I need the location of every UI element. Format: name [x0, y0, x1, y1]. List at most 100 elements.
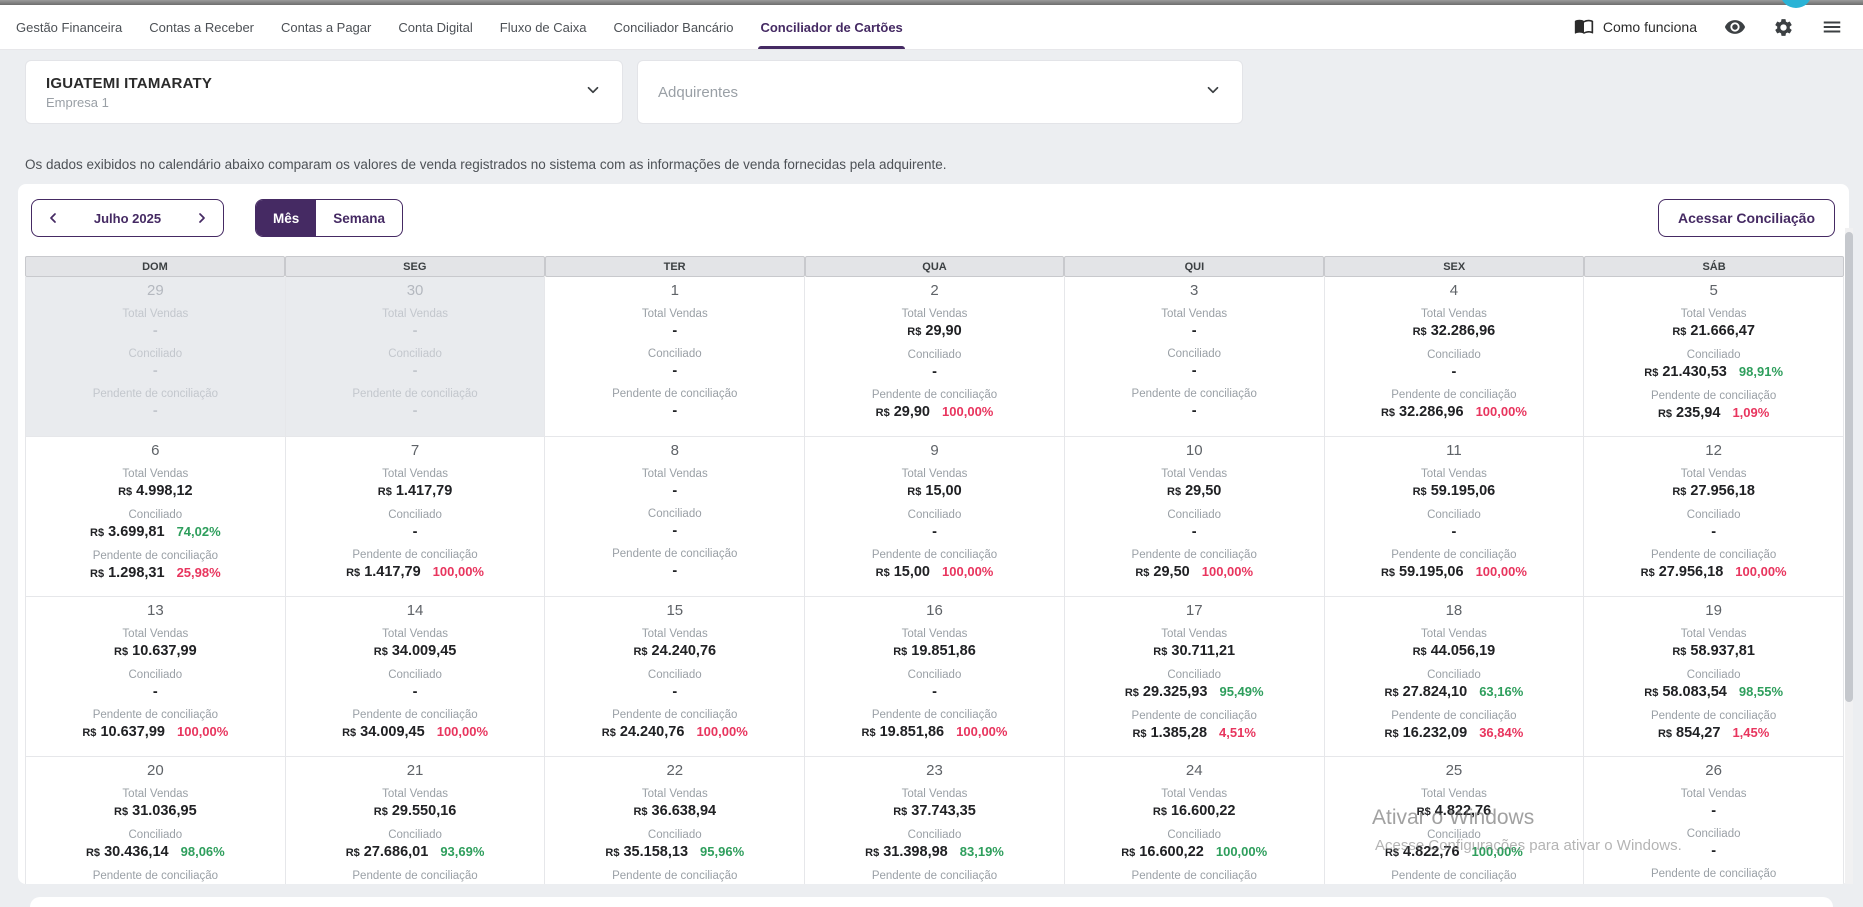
calendar-day-cell[interactable]: 10 Total Vendas R$ 29,50 Conciliado - Pendent… [1064, 437, 1325, 597]
reconciled-value: R$ 21.430,53 98,91% [1644, 364, 1783, 380]
access-reconciliation-button[interactable]: Acessar Conciliação [1658, 199, 1835, 237]
pending-label: Pendente de conciliação [1650, 868, 1777, 880]
reconciled-value: R$ 58.083,54 98,55% [1644, 684, 1783, 700]
month-navigator: Julho 2025 [31, 199, 224, 237]
total-sales-value: R$ 27.956,18 [1672, 483, 1755, 499]
calendar-day-cell[interactable]: 6 Total Vendas R$ 4.998,12 Conciliado R$ 3.6… [26, 437, 286, 597]
total-sales-label: Total Vendas [641, 468, 708, 480]
view-week-button[interactable]: Semana [333, 210, 386, 226]
calendar-day-cell[interactable]: 19 Total Vendas R$ 58.937,81 Conciliado R$ 5… [1584, 597, 1844, 757]
calendar-day-cell[interactable]: 24 Total Vendas R$ 16.600,22 Conciliado R$ 1… [1064, 757, 1325, 884]
calendar-day-cell[interactable]: 5 Total Vendas R$ 21.666,47 Conciliado R$ 21… [1584, 277, 1844, 437]
nav-tab[interactable]: Fluxo de Caixa [499, 19, 587, 35]
calendar-day-cell[interactable]: 4 Total Vendas R$ 32.286,96 Conciliado - Pend… [1324, 277, 1585, 437]
total-sales-value: R$ 29,50 [1167, 483, 1222, 499]
como-funciona-button[interactable]: Como funciona [1574, 16, 1697, 39]
scrollbar-thumb[interactable] [1845, 232, 1853, 702]
eye-icon[interactable] [1724, 16, 1746, 38]
reconciled-label: Conciliado [647, 669, 702, 681]
reconciled-value: R$ 35.158,13 95,96% [605, 844, 745, 860]
total-sales-label: Total Vendas [382, 468, 448, 480]
calendar-day-cell[interactable]: 22 Total Vendas R$ 36.638,94 Conciliado R$ 3… [545, 757, 806, 884]
total-sales-value: R$ 29,90 [907, 323, 962, 339]
reconciled-value: R$ 27.686,01 93,69% [345, 844, 485, 860]
calendar-day-cell[interactable]: 16 Total Vendas R$ 19.851,86 Conciliado - Pen… [805, 597, 1065, 757]
pending-value: R$ 10.637,99 100,00% [82, 724, 229, 740]
total-sales-value: R$ 37.743,35 [893, 803, 976, 819]
nav-tab[interactable]: Conciliador Bancário [613, 19, 734, 35]
pending-label: Pendente de conciliação [612, 548, 738, 560]
window-chrome-strip [0, 0, 1863, 8]
nav-tab[interactable]: Gestão Financeira [16, 19, 123, 35]
calendar-day-cell[interactable]: 11 Total Vendas R$ 59.195,06 Conciliado - Pen… [1324, 437, 1585, 597]
reconciled-value: R$ 27.824,10 63,16% [1384, 684, 1524, 700]
reconciled-label: Conciliado [1686, 349, 1741, 361]
total-sales-label: Total Vendas [901, 788, 968, 800]
calendar-day-cell[interactable]: 1 Total Vendas - Conciliado - Pendente de con… [545, 277, 806, 437]
chevron-down-icon [1204, 81, 1222, 104]
next-month-button[interactable] [191, 207, 213, 229]
total-sales-value: R$ 24.240,76 [633, 643, 717, 659]
total-sales-value: R$ 30.711,21 [1153, 643, 1236, 659]
day-number: 29 [147, 282, 164, 299]
hamburger-menu-icon[interactable] [1821, 16, 1843, 38]
reconciled-label: Conciliado [907, 669, 962, 681]
calendar-day-cell[interactable]: 13 Total Vendas R$ 10.637,99 Conciliado - Pen… [26, 597, 286, 757]
calendar-day-cell[interactable]: 20 Total Vendas R$ 31.036,95 Conciliado R$ 3… [26, 757, 286, 884]
total-sales-label: Total Vendas [1680, 308, 1747, 320]
pending-value: R$ 29,50 100,00% [1135, 564, 1254, 580]
reconciled-value: R$ 16.600,22 100,00% [1121, 844, 1268, 860]
nav-tab[interactable]: Conta Digital [398, 19, 473, 35]
reconciled-label: Conciliado [388, 509, 442, 521]
reconciled-label: Conciliado [907, 829, 962, 841]
reconciled-label: Conciliado [1427, 509, 1481, 521]
pending-label: Pendente de conciliação [1131, 549, 1257, 561]
acquirers-select[interactable]: Adquirentes [637, 60, 1243, 124]
vertical-scrollbar[interactable] [1845, 228, 1853, 884]
gear-icon[interactable] [1773, 17, 1794, 38]
calendar-day-cell[interactable]: 18 Total Vendas R$ 44.056,19 Conciliado R$ 2… [1324, 597, 1585, 757]
reconciled-label: Conciliado [1686, 828, 1741, 840]
total-sales-label: Total Vendas [382, 308, 448, 320]
calendar-day-cell[interactable]: 8 Total Vendas - Conciliado - Pendente de con… [545, 437, 806, 597]
reconciled-value: - [1711, 843, 1717, 859]
previous-month-button[interactable] [42, 207, 64, 229]
pending-value: R$ 34.009,45 100,00% [342, 724, 489, 740]
calendar-day-cell[interactable]: 12 Total Vendas R$ 27.956,18 Conciliado - Pen… [1584, 437, 1844, 597]
pending-value: R$ 1.385,28 4,51% [1132, 725, 1256, 741]
calendar-day-cell[interactable]: 2 Total Vendas R$ 29,90 Conciliado - Pendente… [805, 277, 1065, 437]
reconciled-value: - [1191, 524, 1197, 540]
chevron-down-icon [584, 81, 602, 104]
reconciled-label: Conciliado [128, 509, 183, 521]
company-select[interactable]: IGUATEMI ITAMARATY Empresa 1 [25, 60, 623, 124]
calendar-day-cell[interactable]: 25 Total Vendas R$ 4.822,76 Conciliado R$ 4.… [1324, 757, 1585, 884]
pending-value: R$ 59.195,06 100,00% [1380, 564, 1527, 580]
total-sales-value: - [1711, 803, 1717, 819]
calendar-day-cell[interactable]: 23 Total Vendas R$ 37.743,35 Conciliado R$ 3… [805, 757, 1065, 884]
total-sales-value: - [412, 323, 418, 339]
header-actions: Como funciona [1574, 5, 1847, 49]
total-sales-label: Total Vendas [1161, 788, 1228, 800]
nav-tab[interactable]: Conciliador de Cartões [758, 5, 906, 49]
reconciled-label: Conciliado [907, 349, 962, 361]
total-sales-value: R$ 15,00 [907, 483, 962, 499]
pending-label: Pendente de conciliação [612, 870, 738, 882]
calendar-day-cell[interactable]: 15 Total Vendas R$ 24.240,76 Conciliado - Pen… [545, 597, 806, 757]
day-number: 21 [406, 762, 424, 779]
calendar-day-cell[interactable]: 9 Total Vendas R$ 15,00 Conciliado - Pendente… [805, 437, 1065, 597]
calendar-day-cell[interactable]: 7 Total Vendas R$ 1.417,79 Conciliado - Pende… [285, 437, 546, 597]
calendar-day-cell[interactable]: 17 Total Vendas R$ 30.711,21 Conciliado R$ 2… [1064, 597, 1325, 757]
nav-tab[interactable]: Contas a Receber [149, 19, 255, 35]
reconciled-label: Conciliado [907, 509, 962, 521]
calendar-day-cell[interactable]: 26 Total Vendas - Conciliado - Pendente de co… [1584, 757, 1844, 884]
pending-label: Pendente de conciliação [871, 549, 998, 561]
calendar-day-cell[interactable]: 3 Total Vendas - Conciliado - Pendente de con… [1064, 277, 1325, 437]
day-number: 11 [1446, 442, 1462, 459]
nav-tab[interactable]: Contas a Pagar [281, 19, 372, 35]
reconciled-value: - [152, 684, 158, 700]
calendar-day-cell[interactable]: 14 Total Vendas R$ 34.009,45 Conciliado - Pen… [285, 597, 546, 757]
pending-value: R$ 15,00 100,00% [875, 564, 994, 580]
view-month-button[interactable]: Mês [256, 200, 317, 236]
calendar-day-cell[interactable]: 21 Total Vendas R$ 29.550,16 Conciliado R$ 2… [285, 757, 546, 884]
day-number: 12 [1705, 442, 1722, 459]
